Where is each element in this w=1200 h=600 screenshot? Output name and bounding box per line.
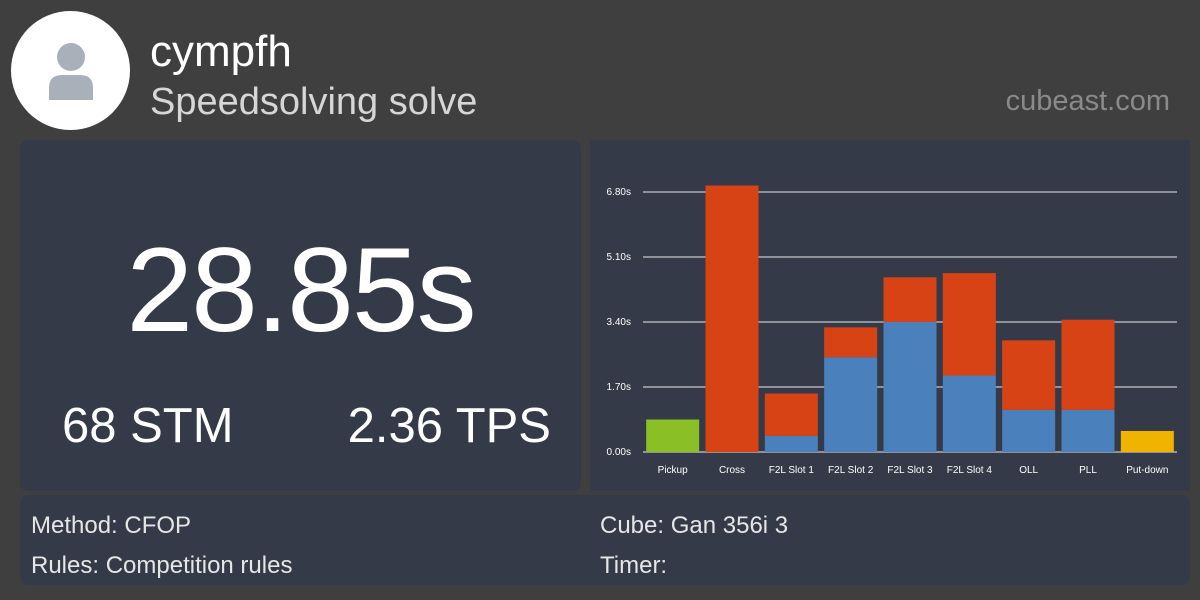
y-tick-label: 1.70s — [607, 382, 631, 393]
bar-segment — [1061, 319, 1115, 410]
method-label: Method: — [31, 512, 118, 539]
bar-segment — [705, 185, 759, 452]
bar-segment — [883, 277, 937, 322]
bar-segment — [1120, 430, 1174, 452]
cube-label: Cube: — [600, 512, 665, 539]
method-info: Method: CFOP — [31, 512, 191, 540]
x-tick-label: Put-down — [1126, 465, 1168, 476]
x-tick-label: F2L Slot 3 — [887, 465, 933, 476]
avatar — [11, 11, 130, 130]
time-panel: 28.85s 68 STM 2.36 TPS — [20, 140, 581, 491]
cube-value: Gan 356i 3 — [670, 512, 789, 539]
phase-chart-panel: 0.00s 1.70s 3.40s 5.10s 6.80s Pickup Cross F2L … — [590, 140, 1190, 491]
bar-segment — [1061, 409, 1115, 452]
username: cympfh — [150, 27, 292, 76]
bar-segment — [942, 375, 996, 452]
y-tick-label: 5.10s — [607, 252, 631, 263]
bar-segment — [1002, 409, 1056, 452]
bar-segment — [824, 327, 878, 358]
bar-segment — [824, 357, 878, 452]
rules-value: Competition rules — [105, 552, 293, 579]
solve-subtitle: Speedsolving solve — [150, 81, 478, 123]
cube-info: Cube: Gan 356i 3 — [600, 512, 788, 540]
bar-segment — [764, 393, 818, 436]
x-tick-label: F2L Slot 4 — [947, 465, 993, 476]
solve-time: 28.85s — [126, 223, 476, 357]
timer-info: Timer: — [600, 552, 667, 580]
phase-bar-chart: 0.00s 1.70s 3.40s 5.10s 6.80s Pickup Cross F2L … — [607, 185, 1177, 476]
x-tick-label: Cross — [719, 465, 745, 476]
x-tick-label: OLL — [1019, 465, 1038, 476]
bar-segment — [883, 322, 937, 452]
stm-count: 68 STM — [62, 399, 234, 453]
x-tick-label: F2L Slot 1 — [769, 465, 815, 476]
bar-segment — [646, 419, 700, 452]
y-tick-label: 6.80s — [607, 187, 631, 198]
rules-label: Rules: — [31, 552, 100, 579]
bar-segment — [942, 273, 996, 376]
timer-label: Timer: — [600, 552, 668, 579]
bar-segment — [764, 435, 818, 452]
tps-value: 2.36 TPS — [347, 399, 551, 453]
site-name: cubeast.com — [1005, 85, 1170, 117]
info-panel: Method: CFOP Rules: Competition rules Cu… — [20, 495, 1190, 585]
rules-info: Rules: Competition rules — [31, 552, 292, 580]
x-tick-label: PLL — [1079, 465, 1097, 476]
y-tick-label: 3.40s — [607, 317, 631, 328]
x-tick-label: F2L Slot 2 — [828, 465, 874, 476]
method-value: CFOP — [124, 512, 192, 539]
y-tick-label: 0.00s — [607, 447, 631, 458]
bar-segment — [1002, 340, 1056, 410]
user-silhouette-icon — [48, 42, 93, 100]
x-tick-label: Pickup — [658, 465, 688, 476]
